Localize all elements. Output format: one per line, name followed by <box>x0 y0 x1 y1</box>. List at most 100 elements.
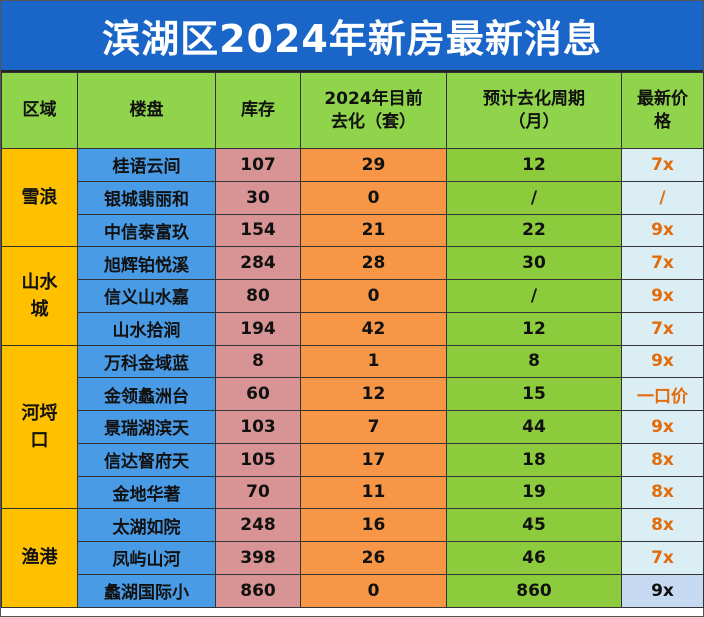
sold-cell: 16 <box>300 508 447 542</box>
cycle-cell: / <box>446 279 622 313</box>
price-cell: 7x <box>621 311 704 346</box>
price-cell: / <box>621 180 704 215</box>
project-cell: 银城翡丽和 <box>77 180 216 215</box>
table-row: 蠡湖国际小 860 0 860 9x <box>2 573 704 608</box>
header-price: 最新价 格 <box>621 72 704 149</box>
table-row: 信义山水嘉 80 0/9x <box>2 279 704 313</box>
table-row: 山水拾涧 194 42 12 7x <box>2 311 704 346</box>
table-row: 金领蠡洲台 60 12 15 一口价 <box>2 377 704 411</box>
table-row: 雪浪 桂语云间 107 29 12 7x <box>1 147 704 248</box>
header-sold-line2: 去化（套） <box>331 111 416 132</box>
table-row: 渔港 太湖如院 248 16 45 8x <box>1 508 704 608</box>
price-cell: 7x <box>621 541 704 575</box>
header-project: 楼盘 <box>77 72 216 149</box>
sold-cell: 1 <box>300 344 447 379</box>
project-cell: 金领蠡洲台 <box>77 377 216 411</box>
table-row: 中信泰富玖 154 21 22 9x <box>2 213 704 248</box>
price-cell: 7x <box>621 246 704 280</box>
header-stock: 库存 <box>215 72 301 149</box>
cycle-cell: 22 <box>446 213 622 248</box>
sold-cell: 0 <box>300 279 447 313</box>
sold-cell: 42 <box>300 311 447 346</box>
header-row: 区域 楼盘 库存 2024年目前 去化（套） 预计去化周期 （月） 最新价 格 <box>1 72 704 149</box>
price-cell: 9x <box>621 279 704 313</box>
area-label: 雪浪 <box>21 187 58 209</box>
cycle-cell: 30 <box>446 246 622 280</box>
project-cell: 凤屿山河 <box>77 541 216 575</box>
stock-cell: 154 <box>215 213 301 248</box>
cycle-cell: 46 <box>446 541 622 575</box>
area-cell: 山水城 <box>1 246 78 346</box>
housing-table: 区域 楼盘 库存 2024年目前 去化（套） 预计去化周期 （月） 最新价 格 … <box>1 72 704 608</box>
project-cell: 桂语云间 <box>77 148 216 182</box>
header-cycle-line1: 预计去化周期 <box>483 88 585 109</box>
area-cell: 河埒口 <box>1 344 78 510</box>
project-cell: 旭辉铂悦溪 <box>77 246 216 280</box>
sold-cell: 28 <box>300 246 447 280</box>
cycle-cell: 45 <box>446 508 622 542</box>
stock-cell: 8 <box>215 344 301 379</box>
sold-cell: 7 <box>300 410 447 444</box>
cycle-cell: 44 <box>446 410 622 444</box>
cycle-cell: / <box>446 180 622 215</box>
cycle-cell: 8 <box>446 344 622 379</box>
sold-cell: 11 <box>300 475 447 510</box>
project-cell: 金地华著 <box>77 475 216 510</box>
table-row: 银城翡丽和 30 0// <box>2 180 704 215</box>
sold-cell: 12 <box>300 377 447 411</box>
sold-cell: 0 <box>300 180 447 215</box>
table-row: 河埒口万科金域蓝 8 1 8 9x <box>1 344 704 510</box>
sold-cell: 0 <box>300 573 447 608</box>
area-cell: 渔港 <box>1 508 78 608</box>
stock-cell: 30 <box>215 180 301 215</box>
header-cycle-line2: （月） <box>508 111 560 132</box>
stock-cell: 284 <box>215 246 301 280</box>
header-sold-line1: 2024年目前 <box>324 88 423 109</box>
project-cell: 蠡湖国际小 <box>77 573 216 608</box>
price-cell: 9x <box>621 344 704 379</box>
stock-cell: 70 <box>215 475 301 510</box>
header-area: 区域 <box>1 72 78 149</box>
price-cell: 8x <box>621 508 704 542</box>
cycle-cell: 19 <box>446 475 622 510</box>
project-cell: 太湖如院 <box>77 508 216 542</box>
project-cell: 信达督府天 <box>77 442 216 477</box>
area-label: 渔港 <box>21 547 58 569</box>
table-body: 雪浪 桂语云间 107 29 12 7x 银城翡丽和 30 0// 中信泰富玖 154 21 22 9x 山… <box>1 147 704 608</box>
sold-cell: 26 <box>300 541 447 575</box>
table-row: 山水城旭辉铂悦溪 284 28 30 7x <box>1 246 704 346</box>
area-label: 河埒 <box>21 402 58 424</box>
price-cell: 8x <box>621 475 704 510</box>
stock-cell: 105 <box>215 442 301 477</box>
project-cell: 景瑞湖滨天 <box>77 410 216 444</box>
price-cell: 9x <box>621 410 704 444</box>
project-cell: 山水拾涧 <box>77 311 216 346</box>
stock-cell: 248 <box>215 508 301 542</box>
table-row: 景瑞湖滨天 103 7 44 9x <box>2 410 704 444</box>
table-row: 凤屿山河 398 26 46 7x <box>2 541 704 575</box>
sold-cell: 17 <box>300 442 447 477</box>
price-cell: 9x <box>621 213 704 248</box>
table-row: 金地华著 70 11 19 8x <box>2 475 704 510</box>
stock-cell: 60 <box>215 377 301 411</box>
page-title: 滨湖区2024年新房最新消息 <box>1 1 703 72</box>
header-cycle: 预计去化周期 （月） <box>446 72 622 149</box>
table-row: 信达督府天 105 17 18 8x <box>2 442 704 477</box>
stock-cell: 398 <box>215 541 301 575</box>
area-label: 口 <box>30 429 49 451</box>
project-cell: 万科金域蓝 <box>77 344 216 379</box>
project-cell: 信义山水嘉 <box>77 279 216 313</box>
stock-cell: 107 <box>215 148 301 182</box>
header-price-line2: 格 <box>654 111 671 132</box>
area-cell: 雪浪 <box>1 147 78 248</box>
stock-cell: 194 <box>215 311 301 346</box>
header-price-line1: 最新价 <box>637 88 688 109</box>
cycle-cell: 860 <box>446 573 622 608</box>
price-cell: 9x <box>621 573 704 608</box>
header-sold: 2024年目前 去化（套） <box>300 72 447 149</box>
sold-cell: 29 <box>300 148 447 182</box>
project-cell: 中信泰富玖 <box>77 213 216 248</box>
price-cell: 8x <box>621 442 704 477</box>
price-cell: 7x <box>621 148 704 182</box>
